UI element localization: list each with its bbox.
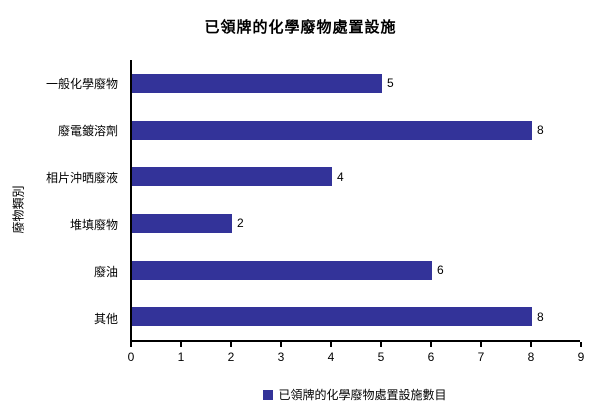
chart-title: 已領牌的化學廢物處置設施 (204, 19, 397, 36)
bar (132, 73, 382, 93)
x-tick-label: 1 (177, 350, 185, 364)
x-tick (230, 342, 232, 347)
x-tick (580, 342, 582, 347)
x-tick (530, 342, 532, 347)
legend-label: 已領牌的化學廢物處置設施數目 (278, 388, 447, 402)
x-tick-label: 2 (227, 350, 235, 364)
bar-value-label: 5 (387, 76, 394, 91)
category-label: 廢電鍍溶劑 (57, 124, 118, 138)
category-label: 廢油 (93, 265, 118, 279)
bar-row: 2 (132, 200, 580, 247)
x-tick (380, 342, 382, 347)
x-tick (130, 342, 132, 347)
bar-row: 8 (132, 293, 580, 340)
bar-value-label: 8 (537, 309, 544, 324)
x-tick-label: 9 (577, 350, 585, 364)
bar (132, 260, 432, 280)
bar-row: 6 (132, 247, 580, 294)
bar-value-label: 8 (537, 123, 544, 137)
bar-row: 5 (132, 60, 580, 107)
bar-value-label: 6 (437, 263, 444, 278)
x-tick-label: 8 (527, 350, 535, 364)
x-tick (430, 342, 432, 347)
x-tick-label: 3 (277, 350, 285, 364)
plot-area: 5 8 4 2 6 8 (130, 60, 580, 342)
x-tick (330, 342, 332, 347)
category-label: 其他 (93, 312, 118, 326)
x-tick-label: 7 (477, 350, 485, 364)
x-tick-label: 5 (377, 350, 385, 364)
bar-row: 4 (132, 153, 580, 200)
bar (132, 120, 532, 140)
bar (132, 307, 532, 327)
x-axis: 0 1 2 3 4 5 6 7 8 9 (128, 342, 584, 364)
x-tick (180, 342, 182, 347)
legend: 已領牌的化學廢物處置設施數目 (130, 386, 580, 403)
x-tick (280, 342, 282, 347)
category-axis: 一般化學廢物廢電鍍溶劑相片沖晒廢液堆填廢物廢油其他 (0, 60, 124, 342)
bar-row: 8 (132, 107, 580, 154)
category-label: 相片沖晒廢液 (45, 171, 118, 185)
x-tick (480, 342, 482, 347)
x-tick-label: 6 (427, 350, 435, 364)
category-label: 一般化學廢物 (45, 77, 118, 91)
bar (132, 213, 232, 233)
x-tick-label: 0 (127, 350, 135, 364)
bar-value-label: 4 (337, 169, 344, 184)
category-label: 堆填廢物 (69, 218, 118, 232)
bar (132, 167, 332, 187)
bar-value-label: 2 (237, 216, 244, 231)
legend-swatch-icon (263, 389, 274, 400)
x-tick-label: 4 (327, 350, 335, 364)
